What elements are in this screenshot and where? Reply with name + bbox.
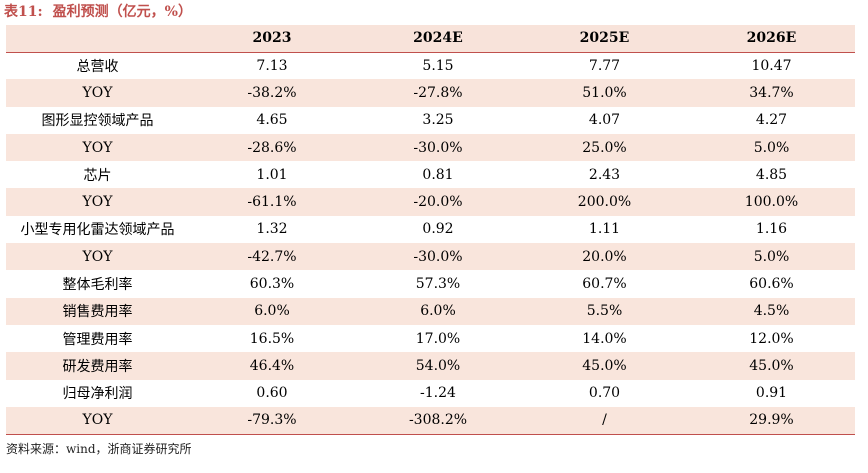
table-cell: 4.65 bbox=[256, 112, 288, 129]
table-cell: 60.7% bbox=[582, 276, 627, 293]
table-cell: -28.6% bbox=[189, 133, 355, 162]
table-cell: 4.5% bbox=[688, 297, 855, 325]
table-cell: 5.15 bbox=[422, 57, 454, 74]
table-row: 总营收 7.13 5.15 7.77 10.47 bbox=[6, 52, 855, 79]
row-label: 销售费用率 bbox=[6, 297, 189, 325]
header-cell: 2025E bbox=[521, 25, 688, 53]
table-cell: 0.60 bbox=[256, 385, 288, 402]
table-cell: 3.25 bbox=[422, 112, 454, 129]
table-row: 归母净利润 0.60 -1.24 0.70 0.91 bbox=[6, 380, 855, 407]
table-cell: 10.47 bbox=[751, 57, 792, 74]
table-cell: 12.0% bbox=[749, 330, 794, 347]
table-cell: 0.81 bbox=[422, 166, 454, 183]
table-cell: 54.0% bbox=[355, 352, 521, 380]
table-cell: 5.0% bbox=[688, 133, 855, 162]
table-cell: 29.9% bbox=[688, 406, 855, 435]
table-cell: -308.2% bbox=[355, 406, 521, 435]
table-cell: 46.4% bbox=[189, 352, 355, 380]
table-row: 小型专用化雷达领域产品 1.32 0.92 1.11 1.16 bbox=[6, 216, 855, 243]
row-label: 研发费用率 bbox=[6, 352, 189, 380]
table-cell: 1.16 bbox=[755, 221, 788, 238]
table-cell: 4.85 bbox=[755, 166, 788, 183]
header-cell: 2026E bbox=[688, 25, 855, 53]
caption-title: 盈利预测（亿元，%） bbox=[52, 4, 192, 20]
table-cell: 6.0% bbox=[355, 297, 521, 325]
header-cell bbox=[6, 25, 189, 53]
table-cell: -79.3% bbox=[189, 406, 355, 435]
table-cell: 45.0% bbox=[521, 352, 688, 380]
row-label: 芯片 bbox=[83, 167, 112, 184]
table-cell: 4.07 bbox=[588, 112, 621, 129]
row-label: YOY bbox=[6, 406, 189, 435]
table-cell: -27.8% bbox=[355, 79, 521, 107]
table-cell: 7.13 bbox=[256, 57, 288, 74]
table-cell: 51.0% bbox=[521, 79, 688, 107]
table-cell: 1.11 bbox=[588, 221, 621, 238]
caption-number: 表11: bbox=[4, 4, 43, 20]
source-note: 资料来源：wind，浙商证券研究所 bbox=[6, 442, 192, 456]
table-row: YOY -28.6% -30.0% 25.0% 5.0% bbox=[6, 133, 855, 162]
row-label: 归母净利润 bbox=[62, 386, 133, 403]
table-cell: 60.6% bbox=[749, 276, 794, 293]
table-cell: 1.01 bbox=[256, 166, 288, 183]
table-row: 销售费用率 6.0% 6.0% 5.5% 4.5% bbox=[6, 297, 855, 325]
table-cell: 34.7% bbox=[688, 79, 855, 107]
row-label: 整体毛利率 bbox=[62, 277, 133, 294]
table-cell: -1.24 bbox=[420, 385, 456, 402]
row-label: YOY bbox=[6, 79, 189, 107]
table-cell: 0.92 bbox=[422, 221, 454, 238]
header-cell: 2024E bbox=[355, 25, 521, 53]
table-row: 整体毛利率 60.3% 57.3% 60.7% 60.6% bbox=[6, 270, 855, 297]
row-label: YOY bbox=[6, 243, 189, 271]
table-cell: 20.0% bbox=[521, 243, 688, 271]
table-cell: 60.3% bbox=[249, 276, 295, 293]
table-cell: 1.32 bbox=[256, 221, 288, 238]
table-cell: -38.2% bbox=[189, 79, 355, 107]
table-cell: -30.0% bbox=[355, 243, 521, 271]
table-cell: 7.77 bbox=[588, 57, 621, 74]
row-label: 管理费用率 bbox=[62, 331, 133, 348]
table-cell: 2.43 bbox=[588, 166, 621, 183]
row-label: YOY bbox=[6, 133, 189, 162]
table-cell: 17.0% bbox=[415, 330, 461, 347]
table-cell: 45.0% bbox=[688, 352, 855, 380]
header-cell: 2023 bbox=[189, 25, 355, 53]
table-cell: 14.0% bbox=[582, 330, 627, 347]
table-cell: 4.27 bbox=[755, 112, 788, 129]
row-label: YOY bbox=[6, 188, 189, 216]
profit-forecast-table: 2023 2024E 2025E 2026E 总营收 7.13 5.15 7.77 10… bbox=[6, 25, 855, 435]
table-cell: -61.1% bbox=[189, 188, 355, 216]
table-cell: 5.5% bbox=[521, 297, 688, 325]
table-cell: -20.0% bbox=[355, 188, 521, 216]
table-cell: 57.3% bbox=[415, 276, 461, 293]
table-cell: 0.70 bbox=[588, 385, 621, 402]
row-label: 小型专用化雷达领域产品 bbox=[20, 222, 175, 239]
row-label: 总营收 bbox=[76, 58, 119, 75]
table-row: 管理费用率 16.5% 17.0% 14.0% 12.0% bbox=[6, 325, 855, 352]
table-cell: 5.0% bbox=[688, 243, 855, 271]
table-row: 研发费用率 46.4% 54.0% 45.0% 45.0% bbox=[6, 352, 855, 380]
table-row: YOY -79.3% -308.2%/29.9% bbox=[6, 406, 855, 435]
table-body: 总营收 7.13 5.15 7.77 10.47 YOY -38.2% -27.8% 51.0%… bbox=[6, 52, 855, 435]
table-row: YOY -42.7% -30.0% 20.0% 5.0% bbox=[6, 243, 855, 271]
table-cell: 6.0% bbox=[189, 297, 355, 325]
table-row: 图形显控领域产品 4.65 3.25 4.07 4.27 bbox=[6, 107, 855, 134]
forecast-table-container: 2023 2024E 2025E 2026E 总营收 7.13 5.15 7.77 10… bbox=[6, 25, 855, 435]
header-row: 2023 2024E 2025E 2026E bbox=[6, 25, 855, 53]
table-cell: -42.7% bbox=[189, 243, 355, 271]
table-cell: / bbox=[521, 406, 688, 435]
table-row: 芯片 1.01 0.81 2.43 4.85 bbox=[6, 161, 855, 188]
table-cell: -30.0% bbox=[355, 133, 521, 162]
table-cell: 200.0% bbox=[521, 188, 688, 216]
table-cell: 25.0% bbox=[521, 133, 688, 162]
table-cell: 100.0% bbox=[688, 188, 855, 216]
row-label: 图形显控领域产品 bbox=[41, 113, 154, 130]
table-caption: 表11: 盈利预测（亿元，%） bbox=[4, 2, 192, 22]
table-cell: 0.91 bbox=[755, 385, 788, 402]
table-row: YOY -61.1% -20.0% 200.0% 100.0% bbox=[6, 188, 855, 216]
table-row: YOY -38.2% -27.8% 51.0% 34.7% bbox=[6, 79, 855, 107]
table-cell: 16.5% bbox=[249, 330, 295, 347]
